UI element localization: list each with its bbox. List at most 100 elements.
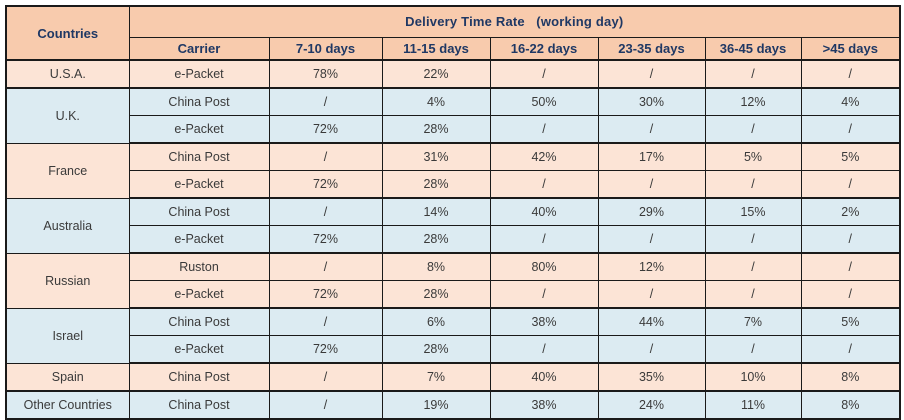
rate-cell: 50%	[489, 87, 599, 116]
country-cell: Other Countries	[5, 390, 130, 420]
rate-cell: 44%	[597, 307, 706, 336]
rate-cell: /	[268, 390, 383, 420]
rate-cell: 7%	[381, 362, 491, 392]
table-header: Countries Delivery Time Rate (working da…	[5, 5, 901, 61]
column-header-16-22-days: 16-22 days	[489, 36, 599, 61]
rate-cell: 40%	[489, 362, 599, 392]
table-row: U.K. China Post/4% 50% 30% 12% 4%	[5, 87, 901, 144]
rate-cell: /	[489, 115, 599, 144]
rate-cell: /	[597, 280, 706, 309]
table-row: e-Packet 72% 28% / / / /	[6, 280, 901, 309]
rate-cell: 40%	[489, 197, 599, 226]
rate-cell: 10%	[704, 362, 802, 392]
rate-cell: 5%	[800, 142, 901, 171]
rate-cell: 6%	[381, 307, 491, 336]
carrier-cell: e-Packet	[128, 170, 270, 199]
rate-cell: 30%	[597, 87, 706, 116]
rate-cell: 12%	[597, 252, 706, 281]
carrier-cell: e-Packet	[128, 115, 270, 144]
country-cell: Russian	[5, 252, 130, 309]
rate-cell: /	[268, 307, 383, 336]
rate-cell: /	[489, 170, 599, 199]
country-cell: Spain	[5, 362, 130, 392]
table-body: U.S.A. e-Packet 78% 22% / / / / U.K. China Post/4…	[5, 59, 901, 420]
rate-cell: /	[704, 225, 802, 254]
rate-cell: 22%	[381, 59, 491, 89]
table-row: Australia China Post/14% 40% 29% 15% 2%	[5, 197, 901, 254]
rate-cell: /	[489, 335, 599, 364]
countries-header-cell: Countries	[5, 5, 130, 61]
rate-cell: /	[800, 335, 901, 364]
table-row: e-Packet 72% 28% / / / /	[6, 115, 901, 144]
rate-cell: /	[704, 252, 802, 281]
page: Countries Delivery Time Rate (working da…	[5, 5, 902, 420]
rate-cell: /	[704, 335, 802, 364]
rate-cell: 38%	[489, 390, 599, 420]
table-row: Spain China Post/7% 40% 35% 10% 8%	[5, 362, 901, 392]
rate-cell: /	[489, 59, 599, 89]
rate-cell: /	[268, 252, 383, 281]
country-cell: Australia	[5, 197, 130, 254]
rate-cell: 19%	[381, 390, 491, 420]
rate-cell: /	[800, 170, 901, 199]
rate-cell: 72%	[268, 280, 383, 309]
country-cell: U.S.A.	[5, 59, 130, 89]
rate-cell: 12%	[704, 87, 802, 116]
rate-cell: 4%	[381, 87, 491, 116]
table-row: Other Countries China Post/19% 38% 24% 11% 8%	[5, 390, 901, 420]
rate-cell: 28%	[381, 225, 491, 254]
delivery-time-rate-table: Countries Delivery Time Rate (working da…	[5, 5, 902, 420]
rate-cell: 4%	[800, 87, 901, 116]
rate-cell: 17%	[597, 142, 706, 171]
rate-cell: 8%	[800, 362, 901, 392]
rate-cell: 8%	[381, 252, 491, 281]
rate-cell: /	[800, 59, 901, 89]
rate-cell: /	[800, 280, 901, 309]
rate-cell: /	[704, 115, 802, 144]
rate-cell: /	[597, 170, 706, 199]
rate-cell: 80%	[489, 252, 599, 281]
rate-cell: 31%	[381, 142, 491, 171]
rate-cell: 8%	[800, 390, 901, 420]
rate-cell: 35%	[597, 362, 706, 392]
rate-cell: 5%	[704, 142, 802, 171]
table-row: e-Packet 72% 28% / / / /	[6, 225, 901, 254]
carrier-cell: China Post	[128, 197, 270, 226]
column-header-7-10-days: 7-10 days	[268, 36, 383, 61]
rate-cell: 29%	[597, 197, 706, 226]
country-cell: France	[5, 142, 130, 199]
rate-cell: /	[489, 280, 599, 309]
column-header-carrier: Carrier	[128, 36, 270, 61]
rate-cell: /	[597, 335, 706, 364]
carrier-cell: China Post	[128, 362, 270, 392]
rate-cell: 42%	[489, 142, 599, 171]
column-header-36-45-days: 36-45 days	[704, 36, 802, 61]
rate-cell: 11%	[704, 390, 802, 420]
table-row: France China Post/31% 42% 17% 5% 5%	[5, 142, 901, 199]
table-row: U.S.A. e-Packet 78% 22% / / / /	[5, 59, 901, 89]
rate-cell: 15%	[704, 197, 802, 226]
rate-cell: 28%	[381, 170, 491, 199]
rate-cell: 28%	[381, 335, 491, 364]
carrier-cell: China Post	[128, 307, 270, 336]
title-row: Countries Delivery Time Rate (working da…	[5, 5, 901, 61]
rate-cell: /	[597, 59, 706, 89]
carrier-cell: e-Packet	[128, 59, 270, 89]
rate-cell: 28%	[381, 115, 491, 144]
rate-cell: /	[268, 362, 383, 392]
rate-cell: /	[704, 280, 802, 309]
rate-cell: /	[597, 225, 706, 254]
rate-cell: 72%	[268, 170, 383, 199]
rate-cell: 78%	[268, 59, 383, 89]
rate-cell: 14%	[381, 197, 491, 226]
rate-cell: 72%	[268, 225, 383, 254]
rate-cell: 24%	[597, 390, 706, 420]
rate-cell: /	[268, 197, 383, 226]
table-row: e-Packet 72% 28% / / / /	[6, 170, 901, 199]
column-header-row: Carrier 7-10 days 11-15 days 16-22 days …	[6, 36, 901, 61]
rate-cell: /	[597, 115, 706, 144]
column-header-11-15-days: 11-15 days	[381, 36, 491, 61]
rate-cell: /	[489, 225, 599, 254]
column-header-45-plus-days: >45 days	[800, 36, 901, 61]
rate-cell: /	[704, 59, 802, 89]
